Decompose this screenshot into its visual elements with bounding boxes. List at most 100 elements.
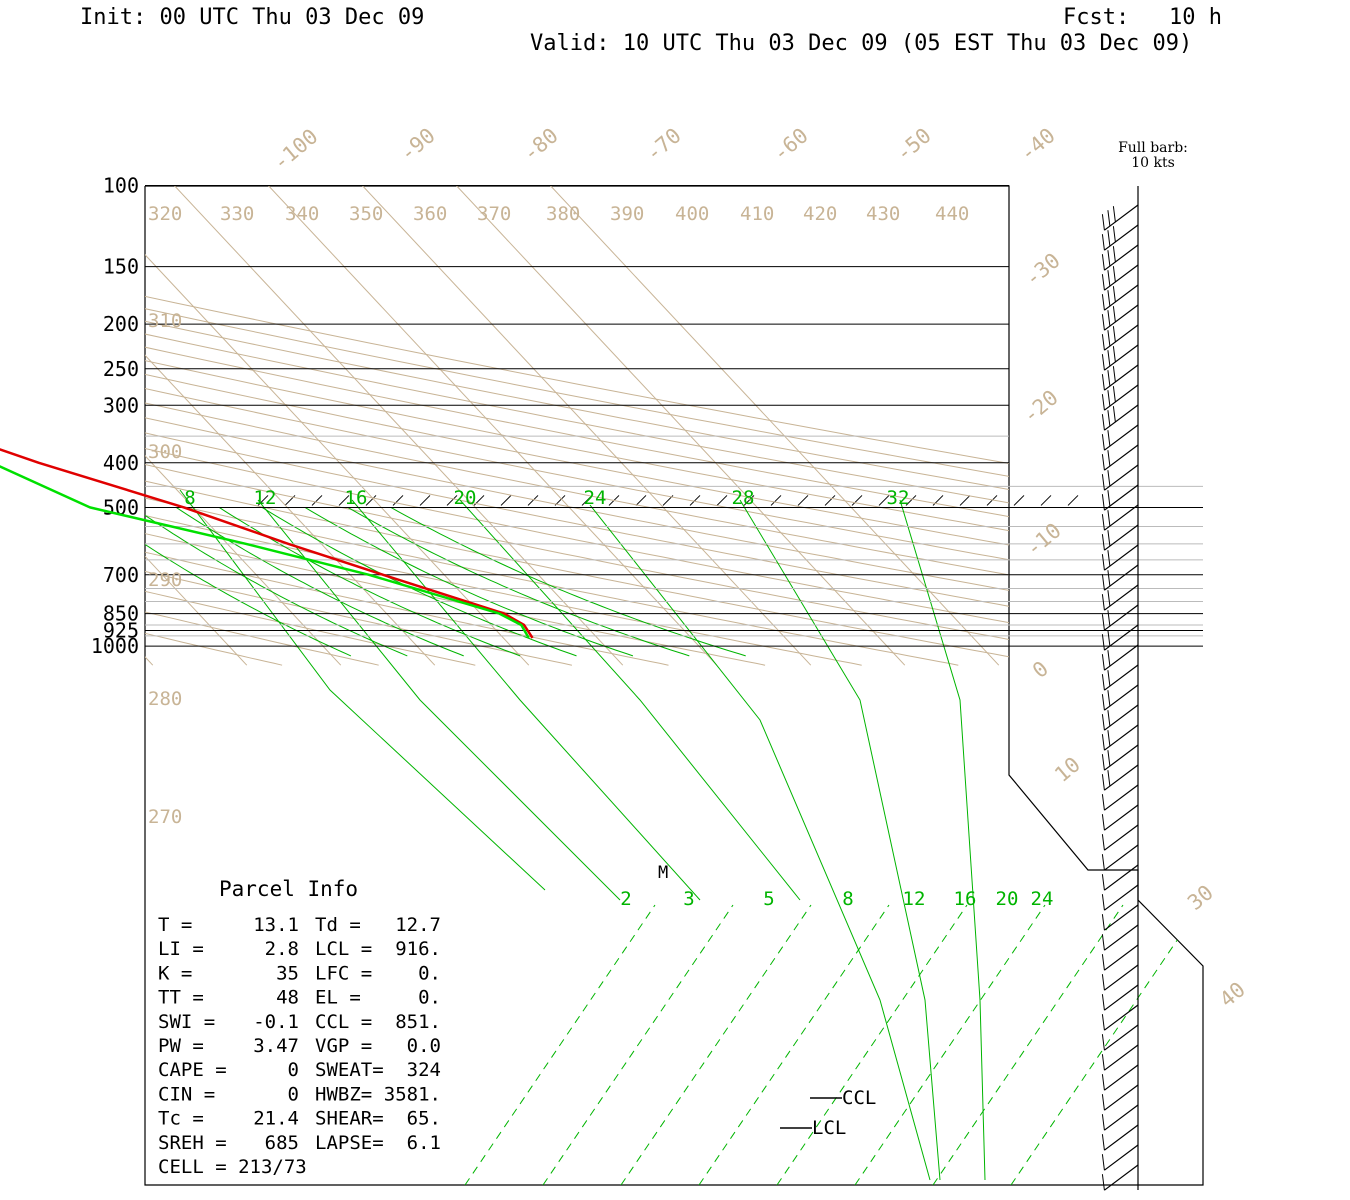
- barb-feather: [1101, 714, 1105, 731]
- dry-adiabat-line: [145, 186, 1203, 666]
- barb-feather: [1101, 454, 1105, 471]
- mixing-ratio-curve: [459, 499, 801, 901]
- moist-adiabat-line: [347, 506, 690, 657]
- isotherm-line: [0, 186, 59, 666]
- barb-feather: [1107, 430, 1111, 447]
- parcel-info-label: SWI =: [158, 1011, 215, 1033]
- barb-feather: [1101, 994, 1105, 1011]
- barb-feather: [1107, 530, 1111, 547]
- wind-barb: [1104, 964, 1139, 991]
- hatch-mark: [311, 495, 323, 506]
- mixing-ratio-curve: [257, 499, 621, 901]
- barb-feather: [1107, 450, 1111, 467]
- ccl-label: CCL: [842, 1087, 876, 1109]
- hatch-mark: [824, 495, 836, 506]
- hatch-mark: [743, 495, 755, 506]
- hatch-mark: [716, 495, 728, 506]
- pressure-tick-label: 100: [103, 174, 139, 198]
- dry-adiabat-line: [145, 186, 573, 666]
- theta-label: 280: [148, 688, 182, 710]
- barb-feather: [1112, 286, 1116, 303]
- barb-feather: [1101, 1154, 1105, 1171]
- pressure-tick-label: 850: [103, 602, 139, 626]
- barb-feather: [1101, 894, 1105, 911]
- parcel-info-label: LI =: [158, 938, 204, 960]
- wind-barb: [1104, 424, 1139, 451]
- wind-barb: [1104, 264, 1139, 291]
- parcel-info-label: EL =: [315, 987, 361, 1009]
- mixing-ratio-line: [620, 904, 812, 1185]
- wind-barb: [1104, 284, 1139, 311]
- pressure-tick-label: 925: [103, 619, 139, 643]
- wind-barb: [1104, 224, 1139, 251]
- isotherm-label: -70: [641, 123, 685, 166]
- mixing-ratio-curve: [739, 499, 941, 1181]
- barb-feather: [1112, 306, 1116, 323]
- parcel-info-label: VGP =: [315, 1035, 372, 1057]
- barb-feather: [1107, 750, 1111, 767]
- background-grid: [0, 186, 1203, 666]
- isotherm-line: [361, 186, 812, 666]
- mixing-ratio-label: 8: [184, 487, 195, 509]
- pressure-tick-label: 300: [103, 393, 139, 417]
- isotherm-label: 0: [1028, 656, 1053, 683]
- parcel-info-label: TT =: [158, 987, 204, 1009]
- barb-feather: [1107, 350, 1111, 367]
- barb-feather: [1107, 590, 1111, 607]
- isotherm-label: 40: [1215, 977, 1250, 1012]
- hatch-mark: [851, 495, 863, 506]
- wind-barb: [1104, 824, 1139, 851]
- isotherm-label: -90: [395, 123, 439, 166]
- parcel-info-label: PW =: [158, 1035, 204, 1057]
- barb-feather: [1101, 434, 1105, 451]
- isotherm-label: -30: [1020, 248, 1064, 291]
- isotherm-line: [145, 186, 436, 666]
- moist-adiabat-line: [390, 506, 746, 657]
- parcel-info-label: CAPE =: [158, 1059, 227, 1081]
- barb-feather: [1107, 390, 1111, 407]
- parcel-info-value: 48: [276, 987, 299, 1009]
- parcel-info-value: 6.1: [407, 1132, 441, 1154]
- barb-feather: [1101, 1094, 1105, 1111]
- barb-feather: [1101, 514, 1105, 531]
- isotherm-label: -50: [891, 123, 935, 166]
- barb-feather: [1107, 250, 1111, 267]
- parcel-info-label: T =: [158, 914, 192, 936]
- barb-feather: [1112, 326, 1116, 343]
- valid-time: Valid: 10 UTC Thu 03 Dec 09 (05 EST Thu …: [530, 31, 1193, 56]
- barb-feather: [1101, 534, 1105, 551]
- barb-feather: [1107, 550, 1111, 567]
- dry-adiabat-line: [145, 186, 379, 666]
- wind-barb: [1104, 1164, 1139, 1191]
- parcel-info-label: Tc =: [158, 1108, 204, 1130]
- isotherm-line: [267, 186, 718, 666]
- wind-barb: [1104, 1124, 1139, 1151]
- dry-adiabat-line: [145, 186, 1203, 666]
- theta-label: 430: [866, 203, 900, 225]
- mixing-ratio-label: 24: [1031, 888, 1054, 910]
- isobars: [145, 185, 1203, 647]
- parcel-info-label: SREH =: [158, 1132, 227, 1154]
- theta-label: 290: [148, 569, 182, 591]
- barb-feather: [1101, 854, 1105, 871]
- wind-barb: [1104, 884, 1139, 911]
- mixing-ratio-curve: [589, 504, 931, 1181]
- barb-feather: [1107, 410, 1111, 427]
- wind-barb: [1104, 904, 1139, 931]
- barb-feather: [1101, 814, 1105, 831]
- barb-feather: [1101, 314, 1105, 331]
- theta-label: 360: [413, 203, 447, 225]
- max-marker-label: M: [658, 863, 668, 883]
- mixing-ratio-line: [542, 904, 734, 1185]
- wind-barb: [1104, 784, 1139, 811]
- barb-feather: [1112, 206, 1116, 223]
- isotherm-label: 10: [1050, 752, 1085, 787]
- dry-adiabat-line: [145, 186, 1055, 666]
- mixing-ratio-label: 12: [903, 888, 926, 910]
- barb-feather: [1112, 266, 1116, 283]
- moist-adiabat-line: [145, 506, 352, 657]
- mixing-ratio-label: 20: [454, 487, 477, 509]
- parcel-info-label: CELL = 213/73: [158, 1156, 307, 1178]
- barb-feather: [1112, 226, 1116, 243]
- parcel-info-value: 851.: [395, 1011, 441, 1033]
